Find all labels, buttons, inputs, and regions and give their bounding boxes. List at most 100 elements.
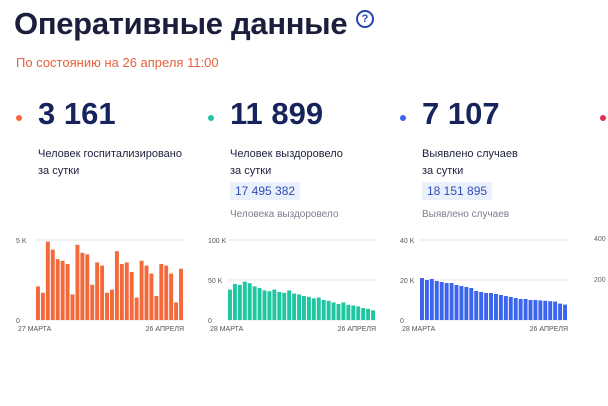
- cases-count: 7 107: [422, 96, 500, 131]
- chart-bar: [321, 300, 326, 320]
- chart-bar: [232, 284, 237, 320]
- chart-bar: [110, 289, 114, 320]
- chart-bar: [356, 306, 361, 320]
- x-start-label: 28 МАРТА: [402, 326, 436, 333]
- chart-bar: [449, 283, 454, 320]
- chart-bar: [252, 286, 257, 320]
- label-line2: за сутки: [422, 165, 464, 177]
- x-end-label: 26 АПРЕЛЯ: [146, 326, 184, 333]
- cases-label: Выявлено случаев за сутки: [422, 146, 592, 180]
- help-icon[interactable]: ?: [356, 10, 374, 28]
- chart-bar: [429, 279, 434, 320]
- dot-icon: [400, 115, 406, 121]
- chart-bar: [351, 305, 356, 320]
- chart-bar: [55, 259, 60, 320]
- card-cases: 7 107 Выявлено случаев за сутки 18 151 8…: [400, 96, 580, 356]
- recovered-total: 17 495 382: [230, 182, 301, 200]
- chart-bar: [277, 292, 282, 320]
- y-tick-label: 0: [208, 318, 212, 325]
- y-tick-label: 100 K: [208, 238, 227, 245]
- y-tick-label: 0: [16, 318, 20, 325]
- chart-bar: [287, 290, 292, 320]
- label-line2: за сутки: [230, 165, 272, 177]
- chart-bar: [65, 264, 70, 320]
- chart-bar: [85, 254, 90, 320]
- card-hospitalized: 3 161 Человек госпитализировано за сутки…: [16, 96, 196, 356]
- x-end-label: 26 АПРЕЛЯ: [338, 326, 376, 333]
- chart-bar: [543, 300, 548, 320]
- chart-bar: [311, 298, 316, 320]
- cases-chart: 40 K 20 K 028 МАРТА 26 АПРЕЛЯ: [400, 238, 568, 333]
- y-tick-label: 0: [400, 318, 404, 325]
- chart-bar: [518, 299, 523, 320]
- chart-bar: [149, 273, 154, 320]
- x-start-label: 27 МАРТА: [18, 326, 52, 333]
- chart-bar: [439, 282, 444, 320]
- chart-bar: [464, 287, 469, 320]
- chart-bar: [134, 297, 139, 320]
- y-tick-label: 40 K: [400, 238, 415, 245]
- y-tick-label: 5 K: [16, 238, 27, 245]
- chart-bar: [444, 283, 449, 320]
- hospitalized-chart: 5 K 027 МАРТА 26 АПРЕЛЯ: [16, 238, 184, 333]
- chart-bar: [523, 299, 528, 320]
- chart-bar: [336, 304, 341, 320]
- chart-bar: [548, 301, 553, 320]
- chart-bar: [144, 265, 149, 320]
- cases-total: 18 151 895: [422, 182, 493, 200]
- chart-bar: [75, 244, 80, 320]
- chart-bar: [424, 280, 429, 320]
- x-end-label: 26 АПРЕЛЯ: [530, 326, 568, 333]
- chart-bar: [164, 265, 169, 320]
- chart-bar: [538, 300, 543, 320]
- chart-bar: [80, 252, 85, 320]
- chart-bar: [60, 260, 65, 320]
- chart-bar: [533, 300, 538, 320]
- chart-bar: [154, 296, 159, 320]
- chart-bar: [434, 281, 439, 320]
- chart-bar: [297, 294, 301, 320]
- chart-bar: [124, 262, 129, 320]
- chart-bar: [174, 302, 179, 320]
- page-title: Оперативные данные: [14, 6, 348, 41]
- chart-bar: [371, 310, 375, 320]
- chart-bar: [129, 272, 134, 320]
- chart-bar: [45, 241, 50, 320]
- chart-bar: [100, 265, 105, 320]
- chart-bar: [361, 308, 366, 320]
- chart-bar: [70, 294, 75, 320]
- chart-bar: [513, 298, 518, 320]
- label-line1: Человек выздоровело: [230, 148, 343, 160]
- chart-bar: [454, 285, 459, 320]
- chart-bar: [179, 268, 183, 320]
- hospitalized-label: Человек госпитализировано за сутки: [38, 146, 208, 180]
- chart-bar: [282, 292, 287, 320]
- chart-bar: [40, 292, 45, 320]
- x-start-label: 28 МАРТА: [210, 326, 244, 333]
- chart-bar: [346, 304, 351, 320]
- chart-bar: [242, 281, 247, 320]
- chart-bar: [553, 301, 558, 320]
- chart-bar: [306, 296, 311, 320]
- chart-bar: [459, 286, 464, 320]
- chart-bar: [479, 292, 484, 320]
- chart-bar: [228, 289, 232, 320]
- y-tick-label: 50 K: [208, 278, 223, 285]
- chart-bar: [292, 293, 297, 320]
- chart-bar: [262, 290, 267, 320]
- partial-card-ytick: 400: [594, 236, 606, 243]
- chart-bar: [503, 296, 508, 320]
- chart-bar: [257, 288, 262, 320]
- card-recovered: 11 899 Человек выздоровело за сутки 17 4…: [208, 96, 388, 356]
- chart-bar: [474, 291, 479, 320]
- recovered-total-caption: Человека выздоровело: [230, 209, 339, 220]
- partial-card-ytick: 200: [594, 277, 606, 284]
- chart-bar: [331, 302, 336, 320]
- recovered-count: 11 899: [230, 96, 324, 131]
- as-of-subtitle: По состоянию на 26 апреля 11:00: [16, 55, 219, 70]
- chart-bar: [563, 304, 567, 320]
- label-line1: Человек госпитализировано: [38, 148, 182, 160]
- partial-card-dot-icon: [600, 115, 606, 121]
- chart-bar: [489, 293, 493, 320]
- chart-bar: [114, 251, 119, 320]
